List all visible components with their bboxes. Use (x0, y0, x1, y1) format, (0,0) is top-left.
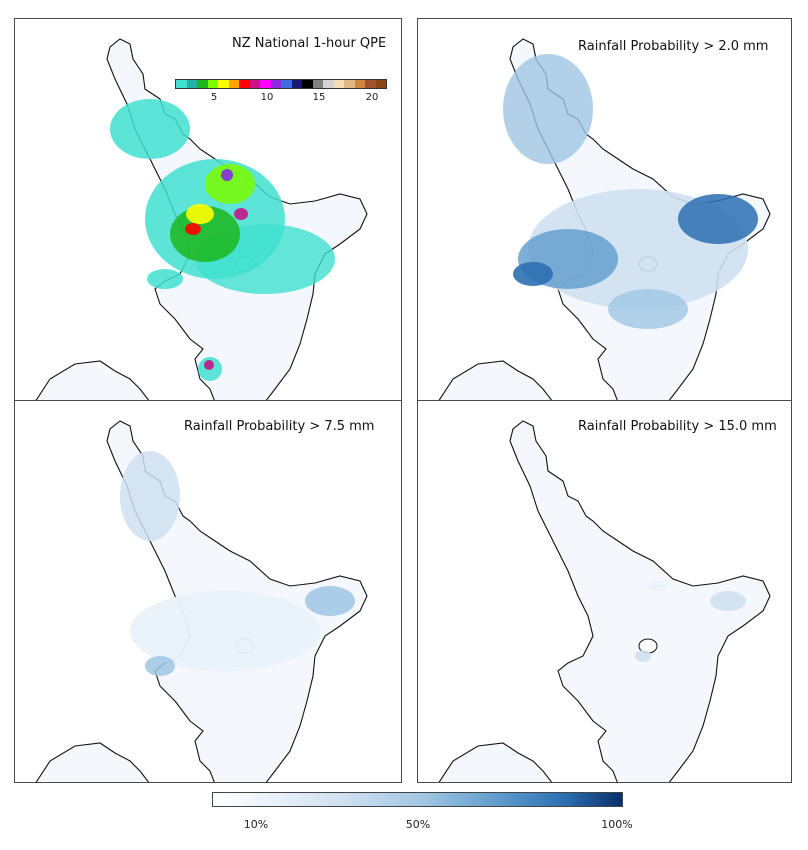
qpe-tick-20: 20 (365, 92, 379, 103)
south-island-outline (438, 360, 553, 400)
qpe-color-swatch-19 (365, 80, 376, 88)
prob-7-5mm-field (120, 451, 355, 676)
qpe-tick-15: 15 (312, 92, 326, 103)
prob-tick-50: 50% (405, 818, 431, 831)
qpe-color-swatch-7 (239, 80, 250, 88)
qpe-colorbar (175, 79, 387, 89)
prob-15mm-map (438, 420, 771, 782)
prob-2mm-title: Rainfall Probability > 2.0 mm (578, 39, 769, 54)
south-island-outline (438, 742, 553, 782)
prob-15mm-panel: Rainfall Probability > 15.0 mm (417, 400, 792, 783)
probability-colorbar (212, 792, 623, 807)
qpe-color-swatch-5 (218, 80, 229, 88)
qpe-color-swatch-14 (312, 80, 323, 88)
qpe-color-swatch-12 (291, 80, 302, 88)
qpe-color-swatch-8 (249, 80, 260, 88)
qpe-rain-field (110, 99, 335, 381)
prob-2mm-panel: Rainfall Probability > 2.0 mm (417, 18, 792, 401)
qpe-tick-10: 10 (260, 92, 274, 103)
qpe-color-swatch-2 (186, 80, 197, 88)
qpe-color-swatch-3 (197, 80, 208, 88)
qpe-map-panel: NZ National 1-hour QPE 5 10 15 20 (14, 18, 402, 401)
prob-tick-10: 10% (243, 818, 269, 831)
qpe-tick-5: 5 (210, 92, 218, 103)
qpe-color-swatch-4 (207, 80, 218, 88)
north-island-land (438, 420, 771, 782)
prob-7-5mm-title: Rainfall Probability > 7.5 mm (184, 419, 375, 434)
qpe-color-swatch-11 (281, 80, 292, 88)
qpe-color-swatch-20 (375, 80, 386, 88)
prob-7-5mm-map (35, 420, 368, 782)
qpe-color-swatch-18 (354, 80, 365, 88)
prob-15mm-field (635, 581, 746, 662)
north-island-outline (509, 420, 771, 782)
south-island-outline (35, 360, 150, 400)
prob-2mm-field (503, 54, 758, 329)
qpe-color-swatch-13 (302, 80, 313, 88)
qpe-map (35, 38, 368, 400)
qpe-color-swatch-17 (344, 80, 355, 88)
south-island-outline (35, 742, 150, 782)
prob-15mm-title: Rainfall Probability > 15.0 mm (578, 419, 777, 434)
prob-2mm-map (438, 38, 771, 400)
prob-7-5mm-panel: Rainfall Probability > 7.5 mm (14, 400, 402, 783)
qpe-color-swatch-1 (176, 80, 187, 88)
qpe-color-swatch-6 (228, 80, 239, 88)
qpe-color-swatch-15 (323, 80, 334, 88)
qpe-color-swatch-16 (333, 80, 344, 88)
qpe-title: NZ National 1-hour QPE (232, 36, 387, 51)
qpe-color-swatch-9 (260, 80, 271, 88)
qpe-color-swatch-10 (270, 80, 281, 88)
prob-tick-100: 100% (601, 818, 633, 831)
